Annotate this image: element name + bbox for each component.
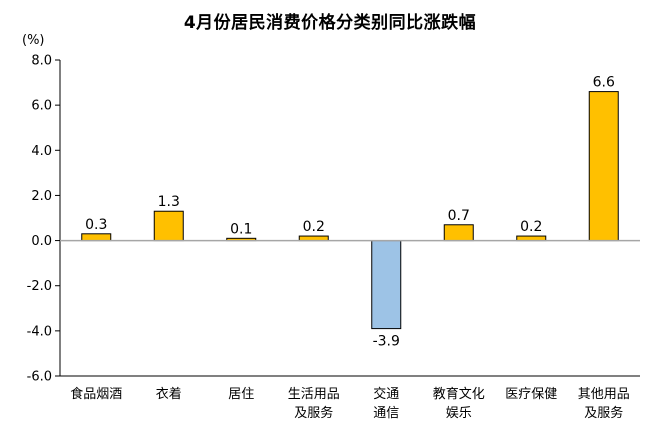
y-tick-label: 4.0 — [31, 144, 52, 159]
x-tick-label: 其他用品 — [578, 387, 630, 402]
data-label: 1.3 — [158, 194, 180, 210]
x-tick-label: 交通 — [373, 386, 399, 402]
bar — [371, 240, 402, 330]
data-label: 0.1 — [230, 221, 252, 237]
bar — [443, 224, 474, 242]
y-tick-label: 0.0 — [31, 234, 52, 249]
bar — [153, 210, 184, 242]
x-tick-label: 及服务 — [294, 405, 333, 421]
bar — [81, 233, 112, 242]
data-label: 6.6 — [593, 75, 615, 91]
x-tick-label: 通信 — [373, 406, 399, 421]
x-tick-label: 衣着 — [156, 386, 182, 402]
y-tick-label: -4.0 — [27, 324, 52, 339]
y-tick-label: 8.0 — [31, 54, 52, 69]
data-label: -3.9 — [373, 334, 400, 350]
x-tick-label: 医疗保健 — [505, 387, 557, 402]
x-tick-label: 居住 — [228, 387, 254, 402]
y-tick-label: 2.0 — [31, 189, 52, 204]
y-tick-label: -2.0 — [27, 279, 52, 294]
x-tick-label: 食品烟酒 — [70, 386, 122, 402]
y-tick-label: 6.0 — [31, 99, 52, 114]
x-tick-label: 生活用品 — [288, 387, 340, 402]
x-tick-label: 教育文化 — [433, 386, 485, 402]
data-label: 0.2 — [520, 219, 542, 235]
y-tick-label: -6.0 — [27, 370, 52, 385]
x-tick-label: 娱乐 — [446, 406, 472, 421]
data-label: 0.3 — [85, 217, 107, 233]
y-axis-unit-label: (%) — [22, 33, 45, 48]
x-tick-label: 及服务 — [584, 405, 623, 421]
data-label: 0.7 — [448, 208, 470, 224]
data-label: 0.2 — [303, 219, 325, 235]
bar — [588, 91, 619, 242]
chart-title: 4月份居民消费价格分类别同比涨跌幅 — [183, 13, 477, 33]
